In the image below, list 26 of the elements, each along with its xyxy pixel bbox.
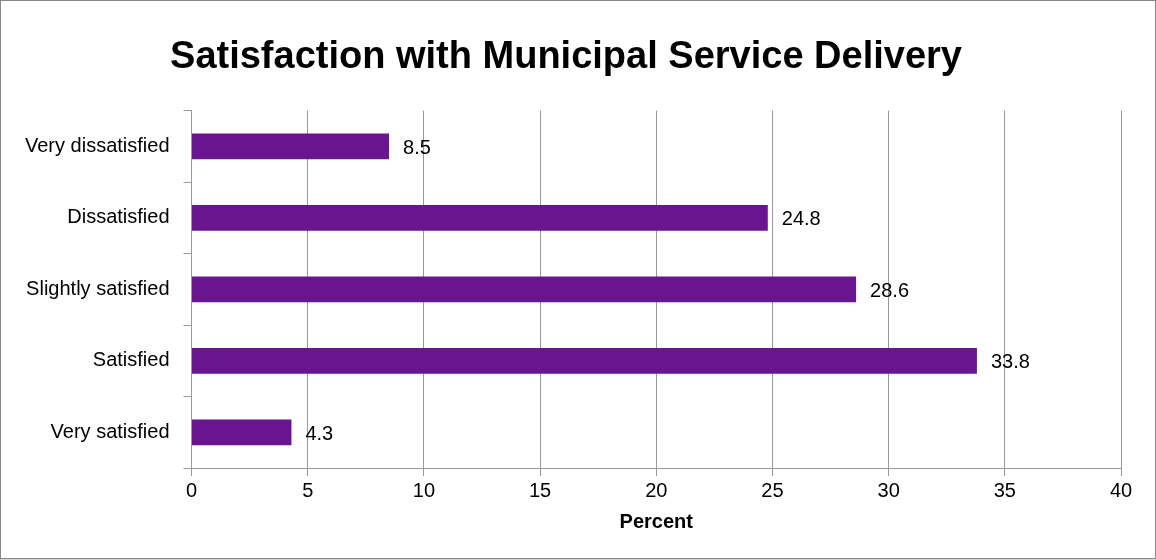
x-tick-label: 5 [302,478,314,501]
data-label: 4.3 [305,421,334,444]
x-tick-label: 20 [645,478,668,501]
x-tick-label: 15 [528,478,552,501]
bar [192,133,390,160]
x-tick-label: 10 [412,478,436,501]
data-label: 28.6 [870,278,910,301]
x-tick-label: 25 [761,478,784,501]
chart-title: Satisfaction with Municipal Service Delivery [170,34,962,77]
data-label: 33.8 [990,350,1030,373]
bar [192,276,857,303]
data-label: 8.5 [403,135,431,158]
y-tick-label: Very satisfied [50,419,170,442]
y-tick-label: Satisfied [92,348,170,371]
y-tick-label: Slightly satisfied [26,276,170,299]
data-label: 24.8 [781,207,821,230]
y-tick-label: Dissatisfied [67,205,170,228]
x-tick-label: 30 [877,478,900,501]
bar [192,347,977,374]
bar [192,204,768,231]
y-tick-label: Very dissatisfied [25,133,170,156]
x-axis-title: Percent [619,509,694,532]
x-tick-label: 0 [185,478,198,501]
bar [192,419,292,446]
x-tick-label: 35 [993,478,1016,501]
x-tick-label: 40 [1109,478,1133,501]
